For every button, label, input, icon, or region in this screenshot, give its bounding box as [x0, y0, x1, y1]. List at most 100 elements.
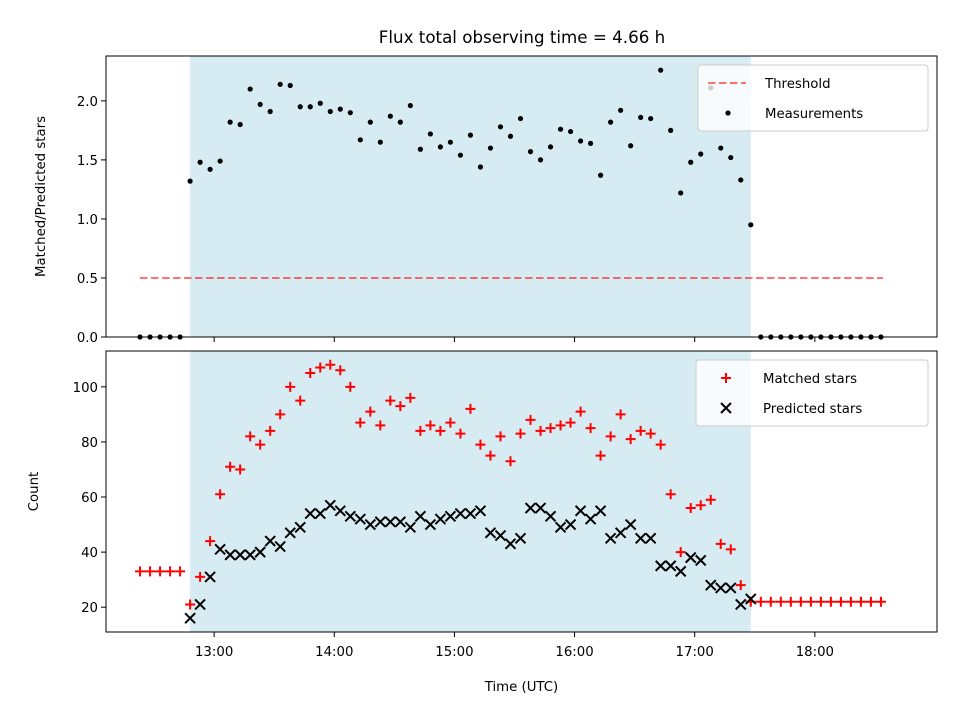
predicted-star-point [664, 560, 677, 572]
y-tick-label: 40 [81, 546, 98, 561]
measurement-point [427, 131, 433, 137]
predicted-star-point [384, 516, 397, 528]
measurement-point [407, 102, 413, 109]
measurement-point [638, 114, 644, 120]
matched-star-point [145, 566, 156, 577]
y-axis-label: Matched/Predicted stars [34, 116, 49, 277]
measurement-point [658, 67, 664, 73]
measurement-point [287, 82, 293, 89]
legend-label: Threshold [764, 77, 831, 92]
measurement-point [397, 119, 403, 125]
matched-star-point [135, 566, 146, 577]
matched-star-point [735, 580, 746, 591]
measurement-point [187, 178, 193, 184]
matched-star-point [585, 423, 596, 434]
matched-star-point [665, 489, 676, 500]
predicted-star-point [725, 582, 737, 594]
y-tick-label: 1.5 [77, 154, 98, 169]
predicted-star-point [484, 527, 497, 539]
matched-star-point [185, 599, 196, 610]
legend-matched-swatch [721, 373, 731, 383]
matched-star-point [415, 425, 426, 436]
matched-star-point [755, 596, 766, 607]
predicted-star-point [745, 593, 757, 605]
matched-star-point [365, 406, 376, 417]
predicted-star-point [244, 549, 256, 561]
matched-star-point [205, 536, 216, 547]
matched-star-point [445, 417, 456, 428]
matched-star-point [335, 365, 346, 376]
chart-title: Flux total observing time = 4.66 h [379, 27, 665, 47]
measurement-point [317, 100, 323, 106]
measurement-point [437, 144, 444, 150]
axes-frame [105, 350, 938, 633]
matched-star-point [675, 547, 686, 558]
predicted-star-point [514, 532, 527, 545]
matched-star-point [835, 596, 846, 607]
legend: Threshold Measurements [697, 64, 929, 132]
measurement-point [337, 106, 343, 112]
measurement-point [698, 151, 704, 157]
matched-star-point [255, 439, 266, 450]
legend-label: Predicted stars [763, 402, 862, 417]
predicted-star-point [695, 554, 707, 567]
measurement-point [678, 190, 684, 196]
matched-star-point [875, 596, 886, 607]
matched-star-point [235, 464, 246, 475]
x-tick-label: 13:00 [195, 645, 233, 660]
observing-window [190, 56, 751, 337]
predicted-star-point [674, 565, 687, 578]
measurement-point [297, 104, 303, 110]
predicted-star-point [344, 510, 357, 523]
measurement-point [738, 177, 744, 183]
measurement-point [467, 132, 474, 138]
measurement-point [357, 137, 363, 143]
matched-star-point [295, 395, 306, 406]
x-tick-label: 15:00 [435, 645, 473, 660]
measurement-point [457, 152, 464, 158]
predicted-star-point [634, 532, 647, 545]
predicted-star-point [354, 513, 367, 525]
x-tick-label: 16:00 [555, 645, 593, 660]
y-tick-label: 20 [81, 601, 98, 616]
matched-star-point [475, 439, 486, 450]
axes-frame [105, 55, 938, 338]
measurement-point [527, 149, 534, 155]
measurement-point [347, 110, 353, 116]
matched-star-point [225, 461, 236, 472]
matched-star-point [485, 450, 496, 461]
predicted-star-point [554, 521, 567, 534]
matched-star-point [245, 431, 256, 442]
y-tick-label: 80 [81, 436, 98, 451]
measurement-point [477, 164, 484, 170]
matched-star-point [705, 494, 716, 505]
matched-star-point [765, 596, 776, 607]
predicted-star-point [584, 513, 597, 525]
measurement-point [197, 159, 203, 165]
predicted-star-point [494, 529, 507, 542]
predicted-star-point [684, 551, 697, 564]
observing-window [190, 351, 751, 632]
measurement-point [618, 107, 624, 113]
matched-star-point [855, 596, 866, 607]
measurement-point [417, 146, 423, 152]
matched-star-point [155, 566, 166, 577]
predicted-star-point [624, 518, 637, 531]
matched-star-point [525, 414, 536, 425]
predicted-star-point [614, 527, 627, 539]
measurement-point [377, 139, 383, 145]
x-tick-label: 18:00 [796, 645, 834, 660]
matched-star-point [385, 395, 396, 406]
measurement-point [327, 108, 333, 115]
matched-star-point [355, 417, 366, 428]
legend: Matched stars Predicted stars [695, 359, 929, 427]
y-tick-label: 100 [73, 381, 98, 396]
matched-star-point [325, 359, 336, 370]
matched-star-point [495, 431, 506, 442]
measurement-point [718, 145, 724, 151]
matched-star-point [575, 406, 586, 417]
matched-star-point [845, 596, 856, 607]
predicted-star-point [284, 527, 296, 539]
measurement-point [207, 166, 213, 172]
star-count-panel: 20 40 60 80 100 13:00 14:00 15:00 16:00 17:00 18:0… [27, 350, 938, 695]
